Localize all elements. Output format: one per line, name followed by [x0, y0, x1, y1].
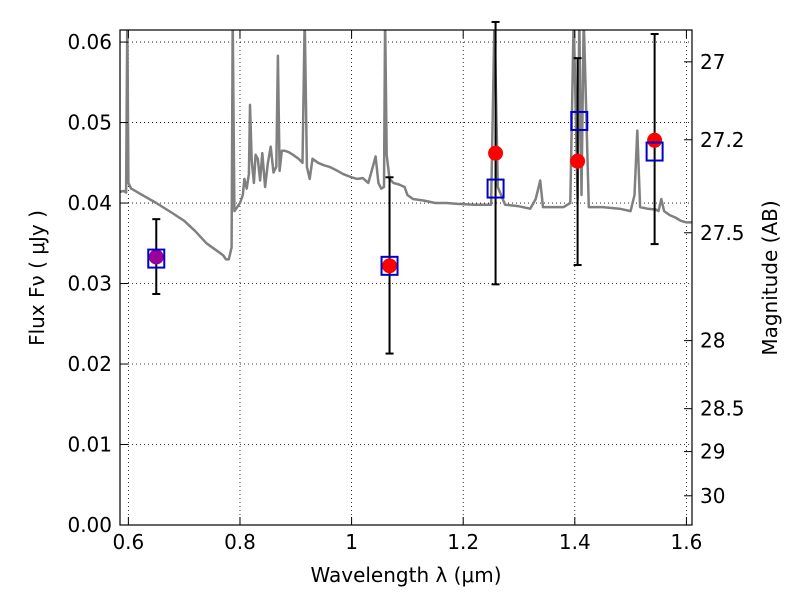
model-band-point: [645, 141, 664, 162]
y2-tick-label: 28: [700, 329, 725, 353]
y-axis-title: Flux Fν ( μJy ): [25, 210, 49, 346]
y-tick-label: 0.02: [67, 352, 112, 376]
y2-tick-label: 29: [700, 440, 725, 464]
data-points: [147, 20, 664, 355]
x-tick-label: 0.6: [112, 530, 144, 554]
y-tick-label: 0.06: [67, 30, 112, 54]
y-tick-label: 0.05: [67, 111, 112, 135]
y-tick-label: 0.04: [67, 191, 112, 215]
y2-tick-label: 27.5: [700, 221, 745, 245]
y-tick-label: 0.01: [67, 433, 112, 457]
plot-background: [120, 30, 692, 525]
y2-tick-label: 28.5: [700, 397, 745, 421]
y2-tick-label: 27: [700, 50, 725, 74]
observed-point: [488, 145, 504, 161]
observed-point: [148, 249, 164, 265]
x-tick-label: 0.8: [224, 530, 256, 554]
axis-ticks: 0.6 0.8 1 1.2 1.4 1.6 0.00 0.01 0.02 0.03 0.04 0.05…: [67, 30, 745, 554]
x-tick-label: 1: [345, 530, 358, 554]
y-tick-label: 0.00: [67, 513, 112, 537]
x-tick-label: 1.6: [671, 530, 703, 554]
y-tick-label: 0.03: [67, 272, 112, 296]
model-band-point: [147, 248, 166, 269]
model-band-point: [486, 178, 505, 199]
observed-point: [647, 132, 663, 148]
y2-axis-title: Magnitude (AB): [758, 200, 782, 355]
observed-point: [382, 258, 398, 274]
model-band-point: [380, 255, 399, 276]
y2-tick-label: 30: [700, 484, 725, 508]
plot-frame: [119, 29, 693, 526]
y2-tick-label: 27.2: [700, 128, 745, 152]
observed-point: [570, 153, 586, 169]
model-spectrum: [120, 30, 692, 261]
x-tick-label: 1.4: [559, 530, 591, 554]
x-tick-label: 1.2: [447, 530, 479, 554]
model-band-point: [570, 110, 589, 131]
model-spectrum-line: [120, 30, 692, 261]
x-axis-title: Wavelength λ (μm): [310, 563, 501, 587]
